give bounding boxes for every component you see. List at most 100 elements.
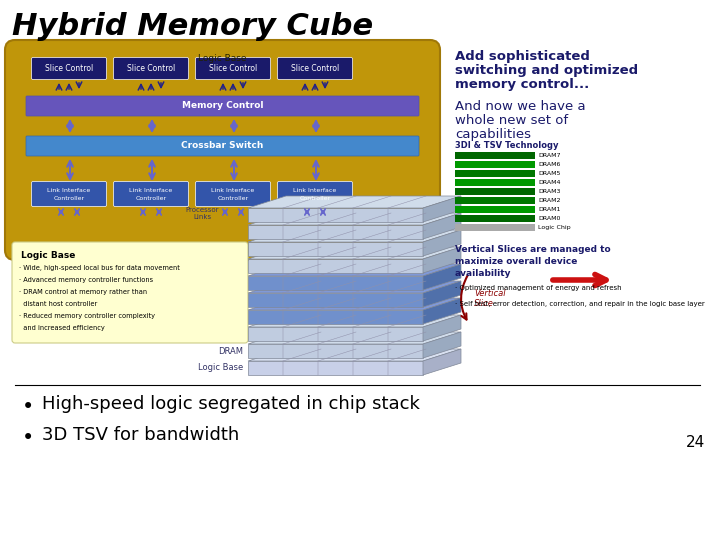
Polygon shape: [248, 310, 423, 324]
FancyBboxPatch shape: [26, 136, 419, 156]
Text: Link Interface: Link Interface: [212, 187, 255, 193]
Polygon shape: [423, 315, 461, 341]
Text: memory control...: memory control...: [455, 78, 589, 91]
Polygon shape: [423, 196, 461, 222]
Polygon shape: [248, 332, 461, 344]
Text: · Advanced memory controller functions: · Advanced memory controller functions: [19, 277, 153, 283]
FancyBboxPatch shape: [114, 57, 189, 79]
Text: availability: availability: [455, 269, 511, 278]
Text: · DRAM control at memory rather than: · DRAM control at memory rather than: [19, 289, 147, 295]
Text: Controller: Controller: [53, 197, 84, 201]
Bar: [455, 197, 535, 204]
Bar: [455, 224, 535, 231]
FancyBboxPatch shape: [196, 57, 271, 79]
FancyBboxPatch shape: [32, 181, 107, 206]
Bar: [455, 170, 535, 177]
Polygon shape: [248, 315, 461, 327]
Text: Crossbar Switch: Crossbar Switch: [181, 141, 264, 151]
Bar: [455, 161, 535, 168]
Text: DRAM2: DRAM2: [538, 198, 560, 203]
Text: maximize overall device: maximize overall device: [455, 257, 577, 266]
FancyBboxPatch shape: [114, 181, 189, 206]
Polygon shape: [248, 247, 461, 259]
Bar: [455, 188, 535, 195]
Text: distant host controller: distant host controller: [19, 301, 97, 307]
Polygon shape: [248, 298, 461, 310]
Text: DRAM6: DRAM6: [538, 162, 560, 167]
Text: · Self test, error detection, correction, and repair in the logic base layer: · Self test, error detection, correction…: [455, 301, 705, 307]
Polygon shape: [248, 349, 461, 361]
Text: 24: 24: [685, 435, 705, 450]
FancyBboxPatch shape: [12, 242, 248, 343]
Text: •: •: [22, 428, 35, 448]
Text: Slice Control: Slice Control: [209, 64, 257, 73]
Polygon shape: [423, 264, 461, 290]
FancyBboxPatch shape: [196, 181, 271, 206]
Polygon shape: [248, 208, 423, 222]
Polygon shape: [248, 196, 461, 208]
Bar: [455, 179, 535, 186]
Bar: [455, 206, 535, 213]
Polygon shape: [248, 344, 423, 358]
Text: Vertical Slices are managed to: Vertical Slices are managed to: [455, 245, 611, 254]
Text: Add sophisticated: Add sophisticated: [455, 50, 590, 63]
Polygon shape: [423, 247, 461, 273]
Polygon shape: [248, 264, 461, 276]
Text: DRAM5: DRAM5: [538, 171, 560, 176]
Text: And now we have a: And now we have a: [455, 100, 585, 113]
Polygon shape: [248, 327, 423, 341]
Polygon shape: [248, 242, 423, 256]
FancyBboxPatch shape: [26, 96, 419, 116]
Text: •: •: [22, 397, 35, 417]
Text: Memory Control: Memory Control: [181, 102, 264, 111]
Text: DRAM0: DRAM0: [538, 216, 560, 221]
Bar: [455, 215, 535, 222]
Polygon shape: [248, 213, 461, 225]
Text: Logic Base: Logic Base: [198, 54, 247, 63]
FancyBboxPatch shape: [277, 181, 353, 206]
Text: Vertical
Slice: Vertical Slice: [474, 289, 505, 308]
Text: Logic Chip: Logic Chip: [538, 225, 571, 230]
Text: Controller: Controller: [300, 197, 330, 201]
Text: Slice Control: Slice Control: [127, 64, 175, 73]
Text: · Reduced memory controller complexity: · Reduced memory controller complexity: [19, 313, 155, 319]
Text: Controller: Controller: [135, 197, 166, 201]
Text: · Wide, high-speed local bus for data movement: · Wide, high-speed local bus for data mo…: [19, 265, 180, 271]
Polygon shape: [248, 361, 423, 375]
Text: DRAM1: DRAM1: [538, 207, 560, 212]
Text: Links: Links: [194, 214, 212, 220]
Polygon shape: [248, 281, 461, 293]
Text: capabilities: capabilities: [455, 128, 531, 141]
Text: Slice Control: Slice Control: [45, 64, 93, 73]
Text: · Optimized management of energy and refresh: · Optimized management of energy and ref…: [455, 285, 621, 291]
Polygon shape: [248, 230, 461, 242]
Polygon shape: [423, 213, 461, 239]
Text: Link Interface: Link Interface: [130, 187, 173, 193]
Polygon shape: [248, 259, 423, 273]
Text: DRAM3: DRAM3: [538, 189, 560, 194]
Text: Processor: Processor: [186, 207, 220, 213]
Text: DRAM7: DRAM7: [538, 153, 560, 158]
Text: switching and optimized: switching and optimized: [455, 64, 638, 77]
Text: High-speed logic segregated in chip stack: High-speed logic segregated in chip stac…: [42, 395, 420, 413]
Polygon shape: [248, 293, 423, 307]
Text: Slice Control: Slice Control: [291, 64, 339, 73]
Bar: [455, 152, 535, 159]
Text: Logic Base: Logic Base: [198, 363, 243, 373]
Text: 3DI & TSV Technology: 3DI & TSV Technology: [455, 141, 559, 150]
FancyBboxPatch shape: [277, 57, 353, 79]
Text: Link Interface: Link Interface: [293, 187, 337, 193]
Text: Controller: Controller: [217, 197, 248, 201]
Text: and increased efficiency: and increased efficiency: [19, 325, 104, 331]
Text: 3D TSV for bandwidth: 3D TSV for bandwidth: [42, 426, 239, 444]
FancyBboxPatch shape: [5, 40, 440, 260]
Polygon shape: [423, 349, 461, 375]
Polygon shape: [248, 276, 423, 290]
Text: whole new set of: whole new set of: [455, 114, 568, 127]
Polygon shape: [423, 281, 461, 307]
Text: Logic Base: Logic Base: [21, 251, 76, 260]
Polygon shape: [423, 298, 461, 324]
Text: DRAM4: DRAM4: [538, 180, 560, 185]
Text: Link Interface: Link Interface: [48, 187, 91, 193]
FancyBboxPatch shape: [32, 57, 107, 79]
